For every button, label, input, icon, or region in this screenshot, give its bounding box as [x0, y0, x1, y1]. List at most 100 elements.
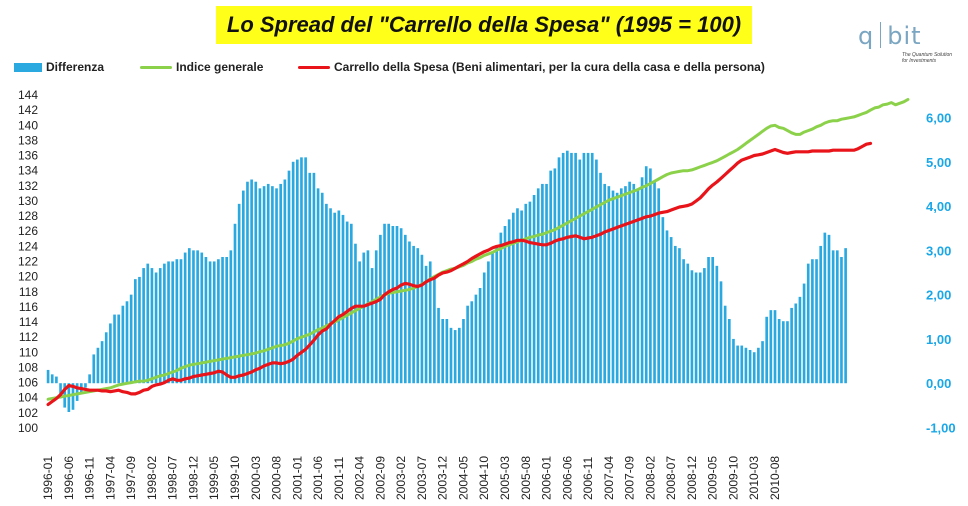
- differenza-bar: [125, 301, 129, 384]
- differenza-bar: [532, 195, 536, 384]
- y-left-tick-label: 108: [18, 361, 38, 375]
- logo-q: q: [858, 22, 875, 50]
- differenza-bar: [395, 226, 399, 384]
- differenza-bar: [732, 338, 735, 384]
- differenza-bar: [511, 212, 515, 384]
- x-tick-label: 2002-09: [373, 456, 387, 500]
- differenza-bar: [549, 170, 553, 384]
- y-left-tick-label: 142: [18, 103, 38, 117]
- differenza-bar: [275, 188, 278, 384]
- differenza-bar: [208, 261, 212, 384]
- differenza-bar: [246, 181, 249, 384]
- differenza-bar: [736, 345, 739, 384]
- differenza-bar: [117, 314, 121, 384]
- differenza-bar: [271, 186, 274, 384]
- differenza-bar: [200, 252, 204, 384]
- x-tick-label: 2003-12: [436, 456, 450, 500]
- differenza-bar: [694, 272, 698, 384]
- y-right-tick-label: 5,00: [926, 155, 951, 170]
- x-tick-label: 2004-05: [457, 456, 471, 500]
- x-tick-label: 1996-06: [62, 456, 76, 500]
- differenza-bar: [665, 230, 669, 384]
- differenza-bar: [358, 261, 361, 384]
- x-tick-label: 2006-06: [560, 456, 574, 500]
- y-left-tick-label: 110: [19, 345, 38, 359]
- x-tick-label: 2008-12: [685, 456, 699, 500]
- differenza-bar: [524, 203, 528, 384]
- differenza-bar: [241, 190, 245, 384]
- differenza-bar: [158, 268, 162, 384]
- legend-item-differenza: Differenza: [14, 60, 104, 74]
- y-right-tick-label: 1,00: [926, 332, 951, 347]
- differenza-bar: [175, 259, 179, 384]
- differenza-bar: [599, 172, 602, 384]
- legend-label-indice: Indice generale: [176, 60, 264, 74]
- chart-title-box: Lo Spread del "Carrello della Spesa" (19…: [216, 6, 752, 44]
- y-right-tick-label: -1,00: [926, 421, 956, 436]
- differenza-bar: [682, 259, 685, 384]
- differenza-bar: [420, 254, 424, 384]
- differenza-bar: [607, 186, 611, 384]
- differenza-bar: [507, 219, 511, 384]
- differenza-bar: [757, 347, 760, 384]
- y-axis-left-ticks: 1001021041061081101121141161181201221241…: [18, 88, 38, 435]
- differenza-bar: [773, 310, 777, 384]
- differenza-bar: [262, 186, 266, 384]
- differenza-bar: [266, 183, 270, 384]
- y-right-tick-label: 6,00: [926, 111, 951, 126]
- differenza-bar: [723, 305, 727, 384]
- differenza-bar: [690, 270, 694, 384]
- differenza-bar: [100, 341, 104, 384]
- y-axis-right-ticks: -1,00 0,00 1,00 2,00 3,00 4,00 5,00 6,00: [926, 111, 956, 436]
- x-tick-label: 2000-03: [249, 456, 263, 500]
- differenza-bar: [831, 250, 835, 384]
- differenza-bar: [96, 347, 100, 384]
- logo-tagline: The Quantum Solution for Investments: [902, 52, 958, 64]
- differenza-bar: [740, 345, 744, 384]
- y-left-tick-label: 118: [19, 285, 38, 299]
- y-left-tick-label: 112: [19, 330, 38, 344]
- differenza-bar: [528, 201, 532, 384]
- differenza-bar: [345, 221, 349, 384]
- differenza-bar: [790, 307, 793, 384]
- x-axis-ticks: 1996-01 1996-06 1996-11 1997-04 1997-09 1998-…: [41, 456, 782, 500]
- differenza-bar: [777, 319, 781, 384]
- y-left-tick-label: 136: [18, 149, 38, 163]
- logo-tagline-1: The Quantum Solution: [902, 52, 953, 58]
- differenza-bar: [183, 252, 187, 384]
- y-left-tick-label: 104: [18, 391, 38, 405]
- differenza-bar: [304, 157, 307, 384]
- differenza-bar: [146, 263, 150, 384]
- differenza-bar: [308, 172, 312, 384]
- legend-swatch-indice: [140, 65, 172, 69]
- differenza-bar: [619, 188, 623, 384]
- differenza-bar: [661, 217, 665, 384]
- differenza-bar: [379, 234, 382, 384]
- differenza-bar: [179, 259, 183, 384]
- y-left-tick-label: 126: [18, 224, 38, 238]
- differenza-bar: [333, 212, 337, 384]
- differenza-bar: [225, 257, 229, 384]
- y-left-tick-label: 128: [18, 209, 38, 223]
- y-left-tick-label: 130: [18, 194, 38, 208]
- differenza-bar: [163, 263, 166, 384]
- differenza-bar: [445, 319, 449, 384]
- differenza-bar: [653, 181, 656, 384]
- differenza-bars: [46, 150, 847, 412]
- y-left-tick-label: 100: [18, 421, 38, 435]
- differenza-bar: [416, 248, 420, 384]
- differenza-bar: [553, 168, 557, 384]
- differenza-bar: [354, 243, 357, 384]
- differenza-bar: [441, 319, 445, 384]
- x-tick-label: 2007-04: [602, 456, 616, 500]
- differenza-bar: [59, 383, 62, 397]
- differenza-bar: [586, 152, 590, 384]
- differenza-bar: [669, 237, 673, 384]
- differenza-bar: [478, 288, 482, 384]
- differenza-bar: [387, 223, 391, 384]
- differenza-bar: [312, 172, 316, 384]
- differenza-bar: [744, 347, 748, 384]
- differenza-bar: [129, 294, 133, 384]
- x-tick-label: 2004-10: [477, 456, 491, 500]
